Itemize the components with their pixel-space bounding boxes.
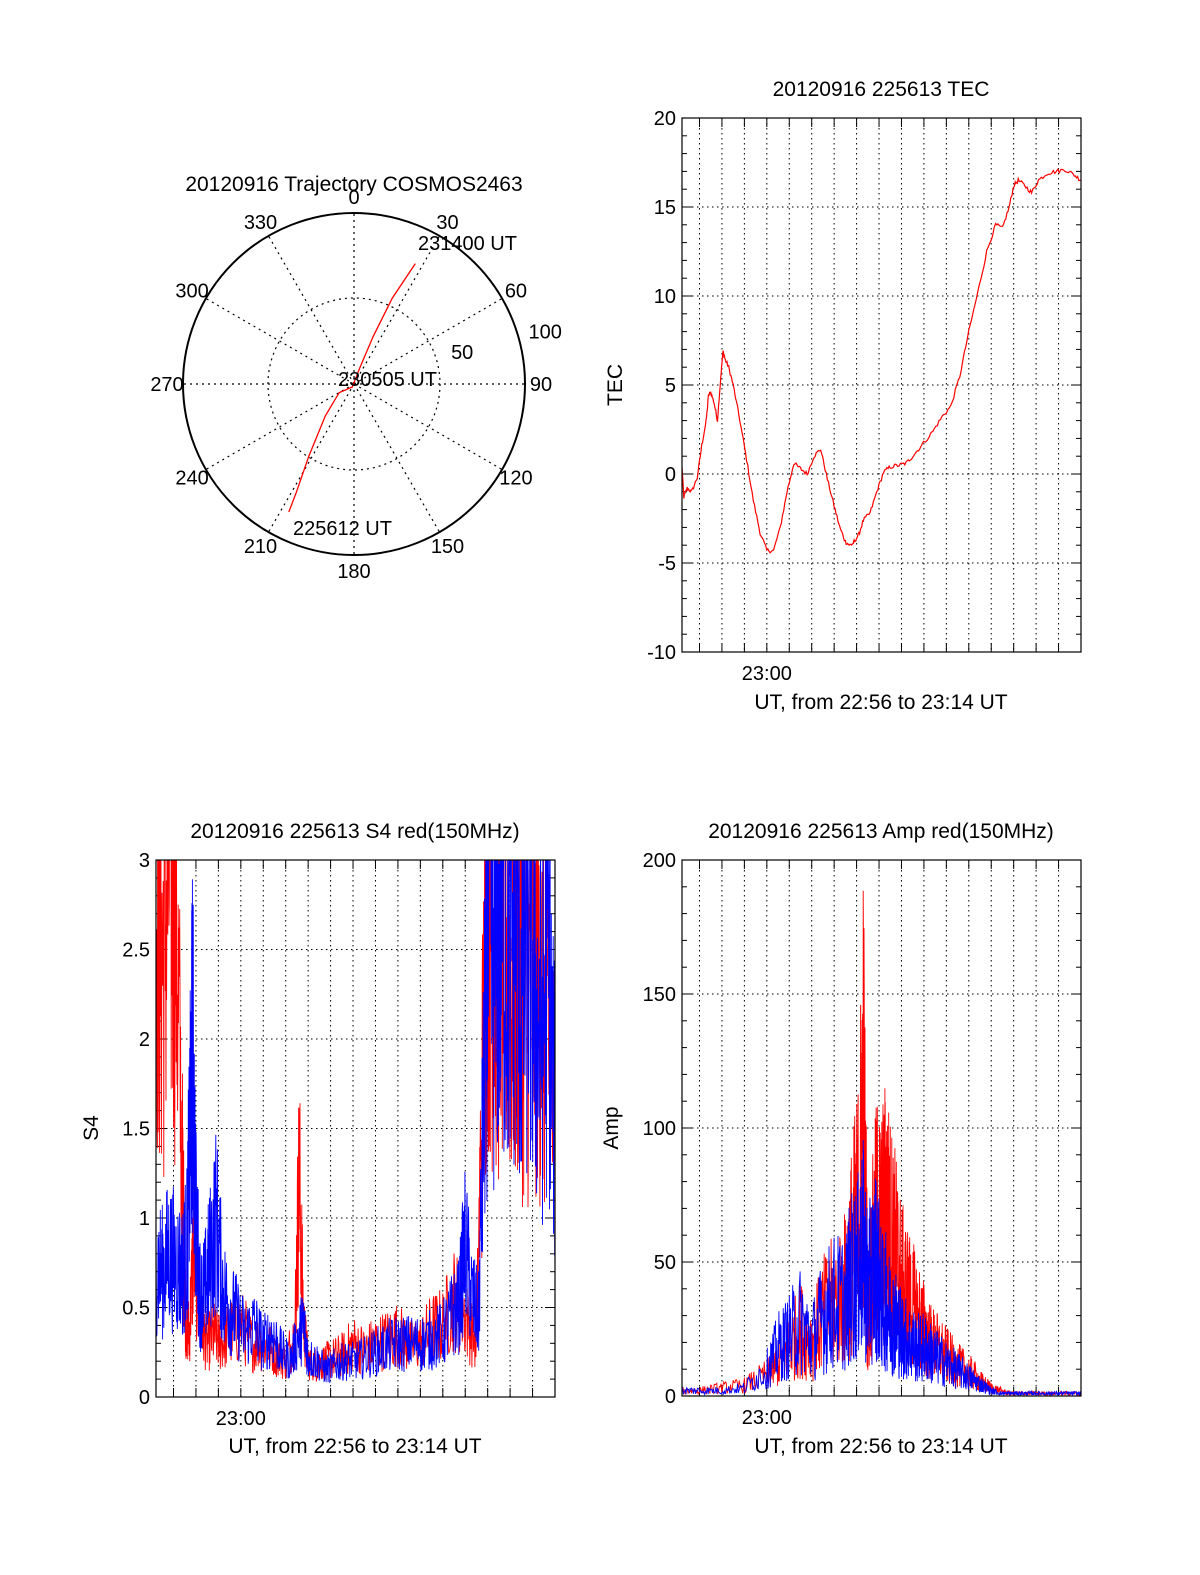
s4-chart: 20120916 225613 S4 red(150MHz) 0 0.5 1 1.5 2… [80, 820, 556, 1458]
polar-spoke-30 [353, 235, 441, 385]
s4-y-tick-label: 1 [139, 1208, 150, 1230]
polar-spoke-240 [205, 383, 355, 471]
amp-y-tick-label: 0 [665, 1386, 676, 1408]
s4-y-tick-label: 2.5 [122, 940, 150, 962]
amp-y-tick-label: 150 [643, 984, 676, 1006]
amp-plot-frame [681, 859, 1082, 1397]
amp-x-axis-label: UT, from 22:56 to 23:14 UT [754, 1435, 1007, 1458]
polar-spoke-150 [353, 383, 441, 533]
tec-series-line-1 [682, 168, 1081, 554]
tec-x-tick-labels: 23:00 [742, 663, 792, 685]
amp-y-tick-labels: 0 50 100 150 200 [643, 850, 676, 1408]
polar-azimuth-labels: 0 30 60 90 120 150 180 210 240 270 300 330 [150, 187, 552, 583]
polar-azimuth-label: 30 [436, 212, 458, 234]
polar-azimuth-label: 210 [244, 536, 277, 558]
trajectory-path [288, 263, 416, 513]
tec-y-tick-label: 20 [654, 108, 676, 130]
polar-azimuth-label: 300 [175, 281, 208, 303]
s4-y-tick-label: 0.5 [122, 1298, 150, 1320]
tec-y-tick-label: -10 [647, 642, 676, 664]
polar-azimuth-label: 180 [337, 561, 370, 583]
polar-azimuth-label: 330 [244, 212, 277, 234]
polar-azimuth-label: 240 [175, 468, 208, 490]
amp-chart: 20120916 225613 Amp red(150MHz) 0 50 100 15… [600, 820, 1082, 1458]
polar-azimuth-label: 90 [530, 374, 552, 396]
s4-title: 20120916 225613 S4 red(150MHz) [190, 820, 519, 843]
polar-spoke-300 [205, 297, 355, 385]
tec-x-tick-label: 23:00 [742, 663, 792, 685]
amp-title: 20120916 225613 Amp red(150MHz) [708, 820, 1054, 843]
s4-series [156, 860, 555, 1384]
tec-y-tick-label: -5 [658, 553, 676, 575]
amp-y-axis-label: Amp [600, 1106, 623, 1149]
polar-azimuth-label: 150 [431, 536, 464, 558]
s4-y-tick-label: 0 [139, 1387, 150, 1409]
tec-x-axis-label: UT, from 22:56 to 23:14 UT [754, 691, 1007, 714]
s4-y-tick-label: 3 [139, 850, 150, 872]
trajectory-start-label: 225612 UT [293, 518, 392, 540]
polar-azimuth-label: 120 [499, 468, 532, 490]
amp-x-tick-labels: 23:00 [742, 1407, 792, 1429]
tec-y-tick-label: 15 [654, 197, 676, 219]
polar-trajectory-chart: 20120916 Trajectory COSMOS2463 0 30 60 90 12… [150, 173, 562, 583]
polar-radial-label: 50 [451, 342, 473, 364]
tec-plot-frame [681, 117, 1082, 653]
polar-radial-labels: 50 100 [451, 321, 562, 364]
tec-y-tick-label: 0 [665, 464, 676, 486]
tec-title: 20120916 225613 TEC [773, 78, 990, 101]
amp-y-tick-label: 100 [643, 1118, 676, 1140]
polar-azimuth-label: 270 [150, 374, 183, 396]
polar-azimuth-label: 0 [348, 187, 359, 209]
tec-series [682, 168, 1081, 554]
polar-spokes [183, 213, 525, 555]
s4-x-tick-labels: 23:00 [216, 1408, 266, 1430]
tec-y-tick-label: 5 [665, 375, 676, 397]
polar-spoke-330 [267, 235, 355, 385]
s4-y-tick-label: 2 [139, 1029, 150, 1051]
s4-y-tick-label: 1.5 [122, 1119, 150, 1141]
s4-x-tick-label: 23:00 [216, 1408, 266, 1430]
tec-y-axis-label: TEC [604, 364, 627, 406]
amp-y-tick-label: 50 [654, 1252, 676, 1274]
amp-series [682, 890, 1081, 1396]
amp-series-line-2 [682, 1139, 1081, 1396]
s4-y-tick-labels: 0 0.5 1 1.5 2 2.5 3 [122, 850, 150, 1409]
amp-x-tick-label: 23:00 [742, 1407, 792, 1429]
polar-radial-label: 100 [528, 321, 561, 343]
polar-spoke-60 [353, 297, 503, 385]
s4-series-line-2 [156, 860, 555, 1384]
tec-y-tick-labels: -10 -5 0 5 10 15 20 [647, 108, 676, 664]
polar-title: 20120916 Trajectory COSMOS2463 [185, 173, 522, 196]
s4-plot-frame [155, 859, 556, 1398]
tec-grid [682, 118, 1082, 652]
trajectory-end-label: 231400 UT [418, 233, 517, 255]
amp-y-tick-label: 200 [643, 850, 676, 872]
s4-x-axis-label: UT, from 22:56 to 23:14 UT [228, 1435, 481, 1458]
polar-spoke-120 [353, 383, 503, 471]
tec-y-tick-label: 10 [654, 286, 676, 308]
s4-y-axis-label: S4 [80, 1115, 103, 1141]
tec-ticks [682, 117, 1082, 653]
polar-azimuth-label: 60 [505, 281, 527, 303]
amp-grid [682, 860, 1082, 1396]
trajectory-mid-label: 230505 UT [338, 369, 437, 391]
polar-spoke-210 [267, 383, 355, 533]
polar-outer-ring [182, 212, 526, 556]
